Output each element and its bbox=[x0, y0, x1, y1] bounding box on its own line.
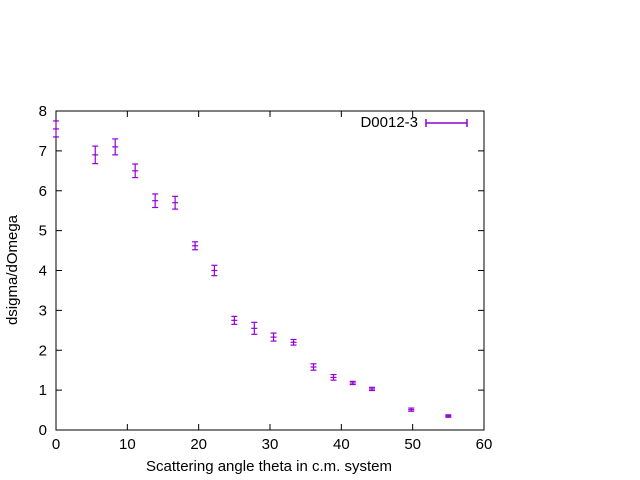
data-points bbox=[53, 120, 452, 418]
legend: D0012-3 bbox=[360, 114, 468, 131]
y-axis-title: dsigma/dOmega bbox=[4, 214, 21, 325]
data-point bbox=[408, 407, 415, 412]
y-tick-label: 1 bbox=[39, 382, 47, 399]
data-point bbox=[330, 373, 337, 381]
data-point bbox=[369, 386, 376, 392]
legend-label: D0012-3 bbox=[360, 114, 418, 131]
axes: 0 10 20 30 40 50 60 0 1 2 3 4 5 6 7 8 bbox=[39, 103, 493, 453]
data-point bbox=[53, 120, 59, 138]
plot-frame bbox=[55, 110, 485, 431]
y-tick-label: 2 bbox=[39, 342, 47, 359]
y-tick-label: 3 bbox=[39, 302, 47, 319]
data-point bbox=[270, 332, 277, 342]
data-point bbox=[290, 338, 297, 346]
data-point bbox=[211, 264, 218, 277]
x-axis-title: Scattering angle theta in c.m. system bbox=[146, 458, 392, 475]
data-point bbox=[251, 321, 258, 335]
y-tick-label: 0 bbox=[39, 422, 47, 439]
data-point bbox=[349, 380, 356, 386]
y-tick-label: 4 bbox=[39, 263, 47, 280]
x-tick-label: 10 bbox=[119, 436, 136, 453]
x-tick-label: 30 bbox=[262, 436, 279, 453]
y-tick-label: 8 bbox=[39, 103, 47, 120]
data-point bbox=[152, 193, 159, 209]
data-point bbox=[231, 315, 238, 325]
y-tick-label: 6 bbox=[39, 183, 47, 200]
data-point bbox=[112, 138, 119, 156]
data-point bbox=[132, 163, 139, 179]
data-point bbox=[310, 363, 317, 371]
x-tick-label: 20 bbox=[190, 436, 207, 453]
x-tick-label: 50 bbox=[404, 436, 421, 453]
x-tick-label: 60 bbox=[476, 436, 493, 453]
data-point bbox=[445, 414, 452, 418]
y-tick-label: 5 bbox=[39, 223, 47, 240]
data-point bbox=[92, 145, 99, 165]
x-tick-label: 0 bbox=[52, 436, 60, 453]
data-point bbox=[192, 241, 199, 251]
x-tick-label: 40 bbox=[333, 436, 350, 453]
data-point bbox=[172, 195, 179, 210]
y-tick-label: 7 bbox=[39, 143, 47, 160]
